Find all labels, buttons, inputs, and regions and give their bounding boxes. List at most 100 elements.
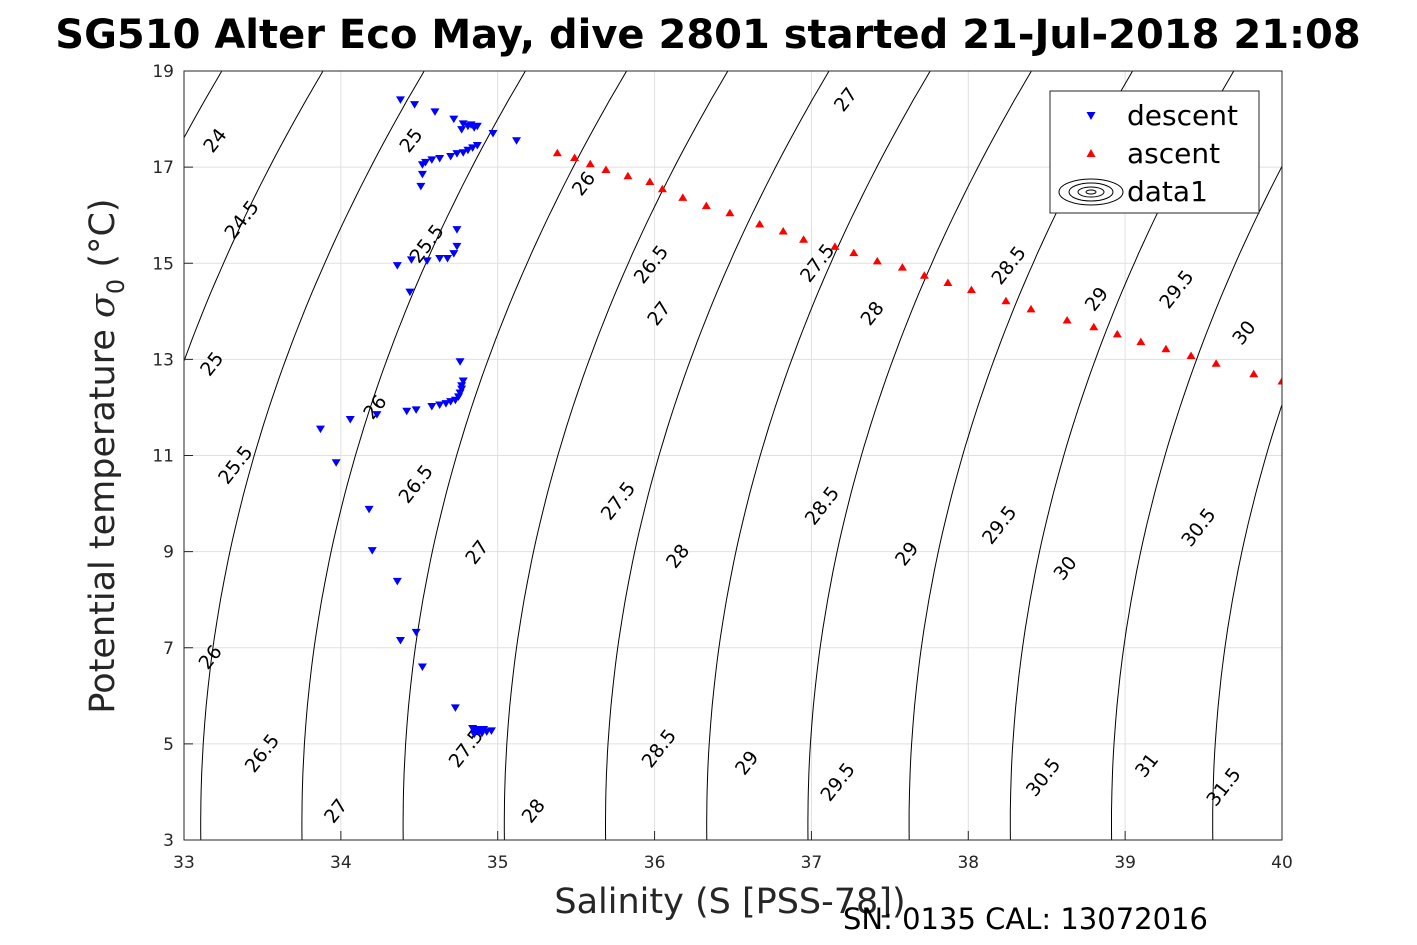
- ascent-point: [943, 278, 953, 286]
- descent-point: [392, 262, 402, 270]
- descent-point: [446, 153, 456, 161]
- descent-point: [469, 730, 479, 739]
- descent-point: [449, 250, 459, 258]
- descent-point: [488, 129, 498, 138]
- y-axis-label-symbol: σ: [83, 293, 123, 318]
- descent-point: [372, 411, 382, 419]
- ascent-point: [1112, 329, 1122, 338]
- ascent-point: [872, 256, 882, 265]
- ascent-point: [1001, 296, 1011, 305]
- descent-point: [452, 150, 462, 158]
- ascent-point: [1211, 359, 1221, 367]
- ascent-point: [552, 148, 562, 157]
- descent-point: [422, 257, 432, 265]
- descent-point: [411, 628, 421, 637]
- legend-contour-icon: [1058, 178, 1124, 206]
- ascent-point: [1062, 315, 1072, 324]
- descent-point: [457, 126, 467, 134]
- descent-point: [458, 377, 468, 386]
- descent-point: [472, 725, 482, 734]
- contour-line: [503, 71, 729, 840]
- contour-line: [1314, 71, 1417, 840]
- x-tick-label: 33: [173, 853, 195, 873]
- y-axis-label: Potential temperature σ0 (°C): [83, 198, 130, 713]
- ascent-point: [1277, 377, 1282, 385]
- contour-line: [402, 71, 628, 840]
- legend: descent ascent data1: [1049, 90, 1260, 214]
- y-tick-label: 15: [152, 254, 174, 274]
- descent-point: [417, 161, 427, 169]
- serial-calibration-note: SN: 0135 CAL: 13072016: [843, 902, 1208, 936]
- descent-point: [452, 242, 462, 251]
- x-tick-label: 35: [487, 853, 509, 873]
- legend-ascent-label: ascent: [1127, 137, 1220, 170]
- ascent-point: [1089, 322, 1099, 331]
- y-tick-label: 17: [152, 158, 174, 178]
- ascent-point: [778, 227, 788, 235]
- ascent-point: [585, 159, 595, 168]
- descent-point: [455, 389, 465, 398]
- descent-point: [367, 547, 377, 555]
- x-tick-label: 36: [644, 853, 666, 873]
- descent-point: [417, 170, 427, 179]
- legend-descent-marker: [1086, 112, 1096, 120]
- descent-point: [417, 663, 427, 671]
- y-axis-label-subscript: 0: [102, 279, 130, 294]
- descent-point: [450, 704, 460, 712]
- descent-point: [430, 108, 440, 116]
- y-tick-label: 5: [163, 735, 174, 755]
- ascent-point: [1026, 304, 1036, 313]
- ascent-point: [849, 248, 859, 257]
- ascent-point: [966, 285, 976, 294]
- ascent-point: [570, 153, 580, 162]
- contour-line: [1212, 403, 1282, 840]
- x-tick-label: 38: [957, 853, 979, 873]
- contour-line: [184, 71, 324, 363]
- contour-line: [706, 71, 931, 840]
- descent-point: [406, 256, 416, 264]
- contour-line: [200, 71, 425, 840]
- y-tick-label: 19: [152, 62, 174, 82]
- descent-point: [315, 425, 325, 434]
- ascent-point: [701, 201, 711, 210]
- legend-box: [1049, 90, 1260, 214]
- y-tick-label: 7: [163, 639, 174, 659]
- descent-point: [364, 505, 374, 514]
- descent-point: [435, 254, 445, 263]
- ascent-point: [1161, 344, 1171, 353]
- ascent-point: [830, 242, 840, 250]
- x-tick-label: 37: [801, 853, 823, 873]
- descent-point: [405, 288, 415, 297]
- descent-point: [512, 137, 522, 145]
- contour-line: [301, 71, 526, 840]
- x-tick-label: 34: [330, 853, 352, 873]
- descent-point: [395, 96, 405, 104]
- ascent-point: [601, 165, 611, 174]
- ascent-point: [755, 219, 765, 228]
- y-axis-label-main: Potential temperature: [83, 318, 123, 714]
- descent-point: [443, 254, 453, 263]
- descent-point: [479, 725, 489, 734]
- descent-point: [427, 402, 437, 411]
- descent-point: [446, 398, 456, 406]
- chart-title: SG510 Alter Eco May, dive 2801 started 2…: [55, 12, 1360, 58]
- descent-point: [435, 401, 445, 410]
- x-tick-label: 40: [1271, 853, 1293, 873]
- descent-point: [416, 182, 426, 191]
- descent-point: [331, 459, 341, 467]
- legend-data1-label: data1: [1127, 175, 1208, 208]
- descent-point: [486, 727, 496, 735]
- descent-point: [435, 154, 445, 163]
- ascent-point: [623, 171, 633, 180]
- descent-point: [457, 385, 467, 394]
- ascent-point: [1249, 369, 1259, 378]
- y-tick-label: 11: [152, 447, 174, 467]
- descent-point: [472, 141, 482, 150]
- legend-ascent-marker: [1086, 149, 1096, 157]
- ascent-point: [799, 235, 809, 243]
- y-tick-label: 13: [152, 350, 174, 370]
- ascent-point: [1136, 337, 1146, 346]
- descent-point: [395, 637, 405, 645]
